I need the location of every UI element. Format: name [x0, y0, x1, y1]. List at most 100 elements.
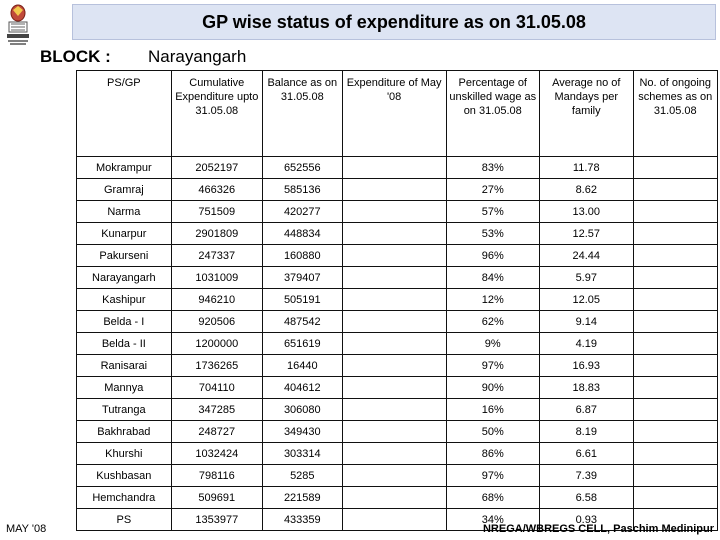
table-cell: 585136	[261, 178, 343, 201]
table-cell: 83%	[445, 156, 541, 179]
footer-credit: NREGA/WBREGS CELL, Paschim Medinipur	[482, 523, 714, 535]
table-cell	[341, 266, 447, 289]
table-cell: Mokrampur	[76, 156, 172, 179]
table-cell: Pakurseni	[76, 244, 172, 267]
table-cell	[632, 354, 719, 377]
table-cell: 6.61	[539, 442, 634, 465]
table-cell: 751509	[170, 200, 263, 223]
table-row: Gramraj 466326 585136 27% 8.62	[76, 178, 719, 201]
table-cell: 704110	[170, 376, 263, 399]
table-cell: 1200000	[170, 332, 263, 355]
table-cell	[341, 332, 447, 355]
table-cell: 11.78	[539, 156, 634, 179]
table-cell: 1032424	[170, 442, 263, 465]
table-cell	[341, 376, 447, 399]
block-label: BLOCK :	[40, 47, 111, 66]
table-cell: Ranisarai	[76, 354, 172, 377]
table-cell: 18.83	[539, 376, 634, 399]
table-cell: 12.05	[539, 288, 634, 311]
table-cell	[341, 222, 447, 245]
table-cell: 57%	[445, 200, 541, 223]
table-cell: 420277	[261, 200, 343, 223]
table-cell	[341, 310, 447, 333]
table-cell: 920506	[170, 310, 263, 333]
table-cell: 0.93	[539, 508, 634, 531]
table-row: Belda - II 1200000 651619 9% 4.19	[76, 332, 719, 355]
table-cell: 9%	[445, 332, 541, 355]
table-cell: 8.19	[539, 420, 634, 443]
table-cell: 6.58	[539, 486, 634, 509]
table-cell	[632, 398, 719, 421]
table-header-row: PS/GP Cumulative Expenditure upto 31.05.0…	[76, 70, 719, 157]
table-cell: 12.57	[539, 222, 634, 245]
table-row: Pakurseni 247337 160880 96% 24.44	[76, 244, 719, 267]
table-cell	[341, 442, 447, 465]
table-cell: PS	[76, 508, 172, 531]
table-cell: 6.87	[539, 398, 634, 421]
table-cell: Hemchandra	[76, 486, 172, 509]
table-cell: Mannya	[76, 376, 172, 399]
table-cell	[341, 200, 447, 223]
block-name: Narayangarh	[148, 47, 247, 66]
table-cell: 509691	[170, 486, 263, 509]
footer-date: MAY '08	[6, 523, 47, 535]
table-cell: 2052197	[170, 156, 263, 179]
table-cell: 27%	[445, 178, 541, 201]
table-cell: 5285	[261, 464, 343, 487]
expenditure-table: PS/GP Cumulative Expenditure upto 31.05.0…	[76, 70, 719, 531]
table-cell: 34%	[445, 508, 541, 531]
table-cell: Belda - II	[76, 332, 172, 355]
table-cell	[341, 508, 447, 531]
table-cell: 62%	[445, 310, 541, 333]
table-cell: 2901809	[170, 222, 263, 245]
table-cell	[341, 464, 447, 487]
table-row: Kashipur 946210 505191 12% 12.05	[76, 288, 719, 311]
table-row: Mokrampur 2052197 652556 83% 11.78	[76, 156, 719, 179]
table-cell: 16440	[261, 354, 343, 377]
table-cell: 53%	[445, 222, 541, 245]
table-cell: Kashipur	[76, 288, 172, 311]
table-cell: 651619	[261, 332, 343, 355]
column-header: Cumulative Expenditure upto 31.05.08	[170, 70, 263, 157]
table-cell: 303314	[261, 442, 343, 465]
table-row: Bakhrabad 248727 349430 50% 8.19	[76, 420, 719, 443]
table-cell: Gramraj	[76, 178, 172, 201]
table-cell: Khurshi	[76, 442, 172, 465]
table-cell: 4.19	[539, 332, 634, 355]
table-row: Narayangarh 1031009 379407 84% 5.97	[76, 266, 719, 289]
government-emblem-icon	[7, 4, 29, 45]
table-cell: 505191	[261, 288, 343, 311]
table-cell: 248727	[170, 420, 263, 443]
table-cell	[632, 266, 719, 289]
table-cell: 13.00	[539, 200, 634, 223]
table-cell	[341, 486, 447, 509]
table-body: Mokrampur 2052197 652556 83% 11.78 Gramraj 466…	[76, 156, 719, 531]
column-header: No. of ongoing schemes as on 31.05.08	[632, 70, 719, 157]
table-cell: 221589	[261, 486, 343, 509]
table-cell: 24.44	[539, 244, 634, 267]
table-cell	[632, 310, 719, 333]
table-cell: 16%	[445, 398, 541, 421]
table-cell: Kunarpur	[76, 222, 172, 245]
table-cell: Narma	[76, 200, 172, 223]
table-row: Mannya 704110 404612 90% 18.83	[76, 376, 719, 399]
table-row: Ranisarai 1736265 16440 97% 16.93	[76, 354, 719, 377]
table-cell: Bakhrabad	[76, 420, 172, 443]
table-cell	[341, 354, 447, 377]
table-cell	[632, 222, 719, 245]
table-cell	[632, 508, 719, 531]
table-cell: Kushbasan	[76, 464, 172, 487]
table-cell: 349430	[261, 420, 343, 443]
table-cell: 90%	[445, 376, 541, 399]
table-cell: 7.39	[539, 464, 634, 487]
table-cell: 798116	[170, 464, 263, 487]
table-cell: 347285	[170, 398, 263, 421]
table-cell: 12%	[445, 288, 541, 311]
table-cell: 1736265	[170, 354, 263, 377]
table-cell	[341, 420, 447, 443]
column-header: PS/GP	[76, 70, 172, 157]
table-cell: 1353977	[170, 508, 263, 531]
table-cell: 16.93	[539, 354, 634, 377]
column-header: Balance as on 31.05.08	[261, 70, 343, 157]
table-cell: 50%	[445, 420, 541, 443]
